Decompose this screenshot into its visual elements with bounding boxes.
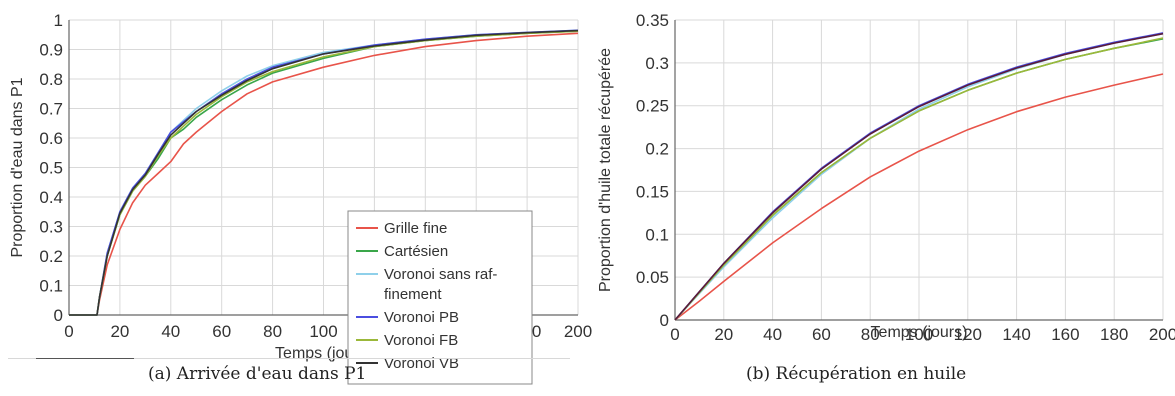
- divider-rule: [8, 358, 570, 359]
- divider-underline: [36, 358, 134, 359]
- y-tick-label: 0.1: [645, 225, 669, 244]
- series-line-6: [69, 29, 579, 316]
- x-tick-label: 120: [954, 325, 982, 344]
- y-tick-label: 0.7: [39, 100, 63, 119]
- legend-label: Voronoi FB: [384, 332, 458, 349]
- chart-a-svg: 0 0.1 0.2 0.3 0.4 0.5 0.6 0.7 0.8 0.9 1 0 20 40 60 80 10…: [9, 11, 592, 385]
- x-tick-label: 80: [263, 322, 282, 341]
- x-tick-label: 180: [1100, 325, 1128, 344]
- series-line-1: [674, 73, 1164, 321]
- legend-label: Cartésien: [384, 243, 448, 260]
- x-tick-label: 100: [309, 322, 337, 341]
- x-axis-title: Temps (jours): [871, 324, 968, 341]
- y-tick-label: 1: [54, 11, 63, 30]
- x-tick-label: 100: [905, 325, 933, 344]
- x-tick-label: 60: [812, 325, 831, 344]
- legend-label: Voronoi VB: [384, 355, 459, 372]
- y-tick-label: 0.6: [39, 129, 63, 148]
- y-tick-label: 0.4: [39, 188, 63, 207]
- x-tick-label: 140: [1002, 325, 1030, 344]
- x-tick-label: 200: [1149, 325, 1175, 344]
- series-line-6: [674, 32, 1164, 321]
- x-tick-label: 200: [564, 322, 592, 341]
- legend-label: Voronoi PB: [384, 309, 459, 326]
- legend-box: [347, 210, 533, 385]
- legend-label: Voronoi sans raf-: [384, 266, 497, 283]
- x-tick-label: 20: [110, 322, 129, 341]
- y-tick-label: 0.05: [636, 268, 669, 287]
- x-tick-label: 40: [763, 325, 782, 344]
- y-tick-label: 0.25: [636, 97, 669, 116]
- legend-label: Grille fine: [384, 220, 447, 237]
- y-axis-title: Proportion d'eau dans P1: [9, 77, 26, 257]
- x-tick-label: 20: [714, 325, 733, 344]
- y-tick-label: 0.2: [39, 247, 63, 266]
- x-tick-label: 0: [64, 322, 73, 341]
- y-tick-label: 0.35: [636, 11, 669, 30]
- series-line-5: [674, 37, 1164, 321]
- y-tick-label: 0.3: [645, 54, 669, 73]
- y-tick-label: 0.3: [39, 218, 63, 237]
- x-tick-label: 80: [861, 325, 880, 344]
- y-tick-label: 0: [660, 311, 669, 330]
- x-tick-label: 0: [670, 325, 679, 344]
- caption-a: (a) Arrivée d'eau dans P1: [148, 364, 367, 384]
- chart-b-svg: 0 0.05 0.1 0.15 0.2 0.25 0.3 0.35 0 20 40 60 80 100 12…: [597, 11, 1175, 344]
- y-tick-label: 0.9: [39, 41, 63, 60]
- y-tick-label: 0.15: [636, 182, 669, 201]
- x-tick-label: 40: [161, 322, 180, 341]
- legend-label: finement: [384, 286, 442, 303]
- caption-b: (b) Récupération en huile: [746, 364, 967, 384]
- chart-panel-a: 0 0.1 0.2 0.3 0.4 0.5 0.6 0.7 0.8 0.9 1 0 20 40 60 80 10…: [8, 11, 592, 385]
- x-tick-label: 160: [1051, 325, 1079, 344]
- series-line-1: [69, 32, 579, 316]
- y-tick-label: 0.5: [39, 159, 63, 178]
- chart-panel-b: 0 0.05 0.1 0.15 0.2 0.25 0.3 0.35 0 20 40 60 80 100 12…: [588, 0, 1175, 396]
- y-tick-label: 0.1: [39, 277, 63, 296]
- y-tick-label: 0.8: [39, 70, 63, 89]
- y-axis-title: Proportion d'huile totale récupérée: [597, 48, 614, 292]
- x-tick-label: 60: [212, 322, 231, 341]
- y-tick-label: 0.2: [645, 140, 669, 159]
- y-tick-label: 0: [54, 306, 63, 325]
